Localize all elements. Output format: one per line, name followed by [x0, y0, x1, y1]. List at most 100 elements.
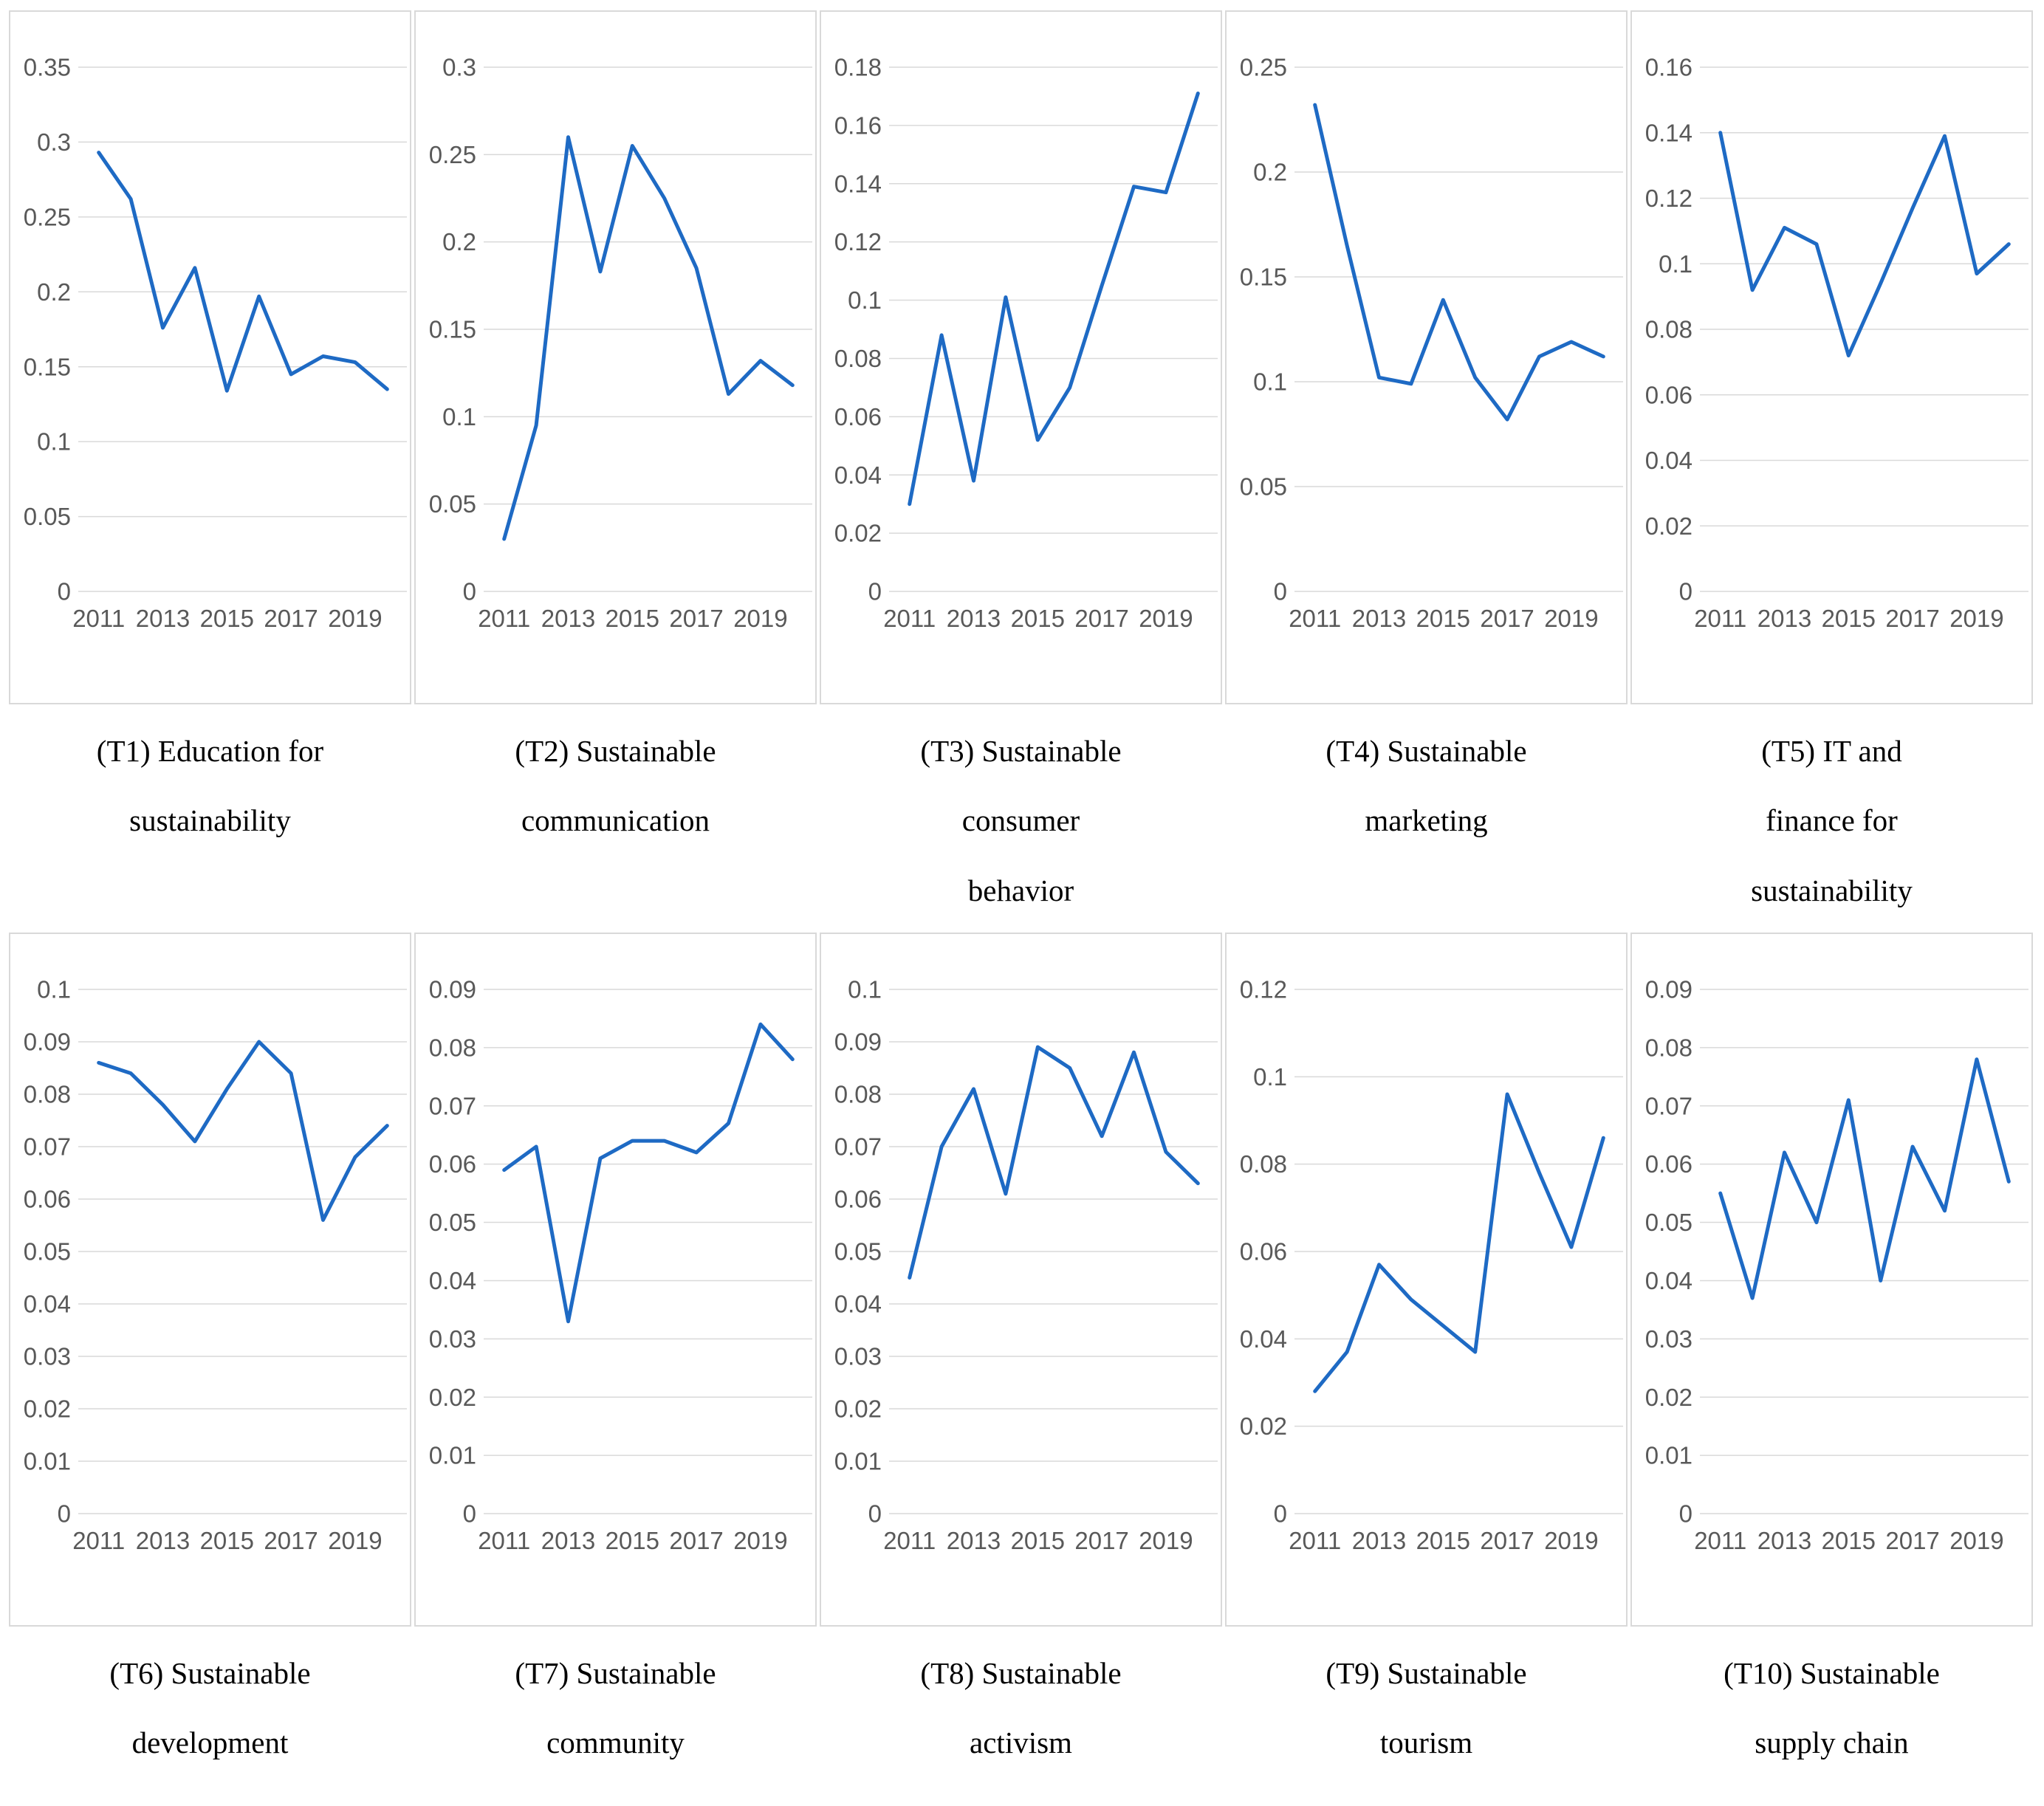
chart-box-T3: 0.18 0.16 0.14 0.12 0.1 0.08 0.06 0.04 0.02 0 2011… [820, 10, 1222, 704]
y-tick-label: 0.1 [37, 428, 71, 456]
chart-box-T7: 0.09 0.08 0.07 0.06 0.05 0.04 0.03 0.02 0.01 0 201… [414, 932, 817, 1627]
y-tick-label: 0.04 [1645, 1267, 1693, 1294]
y-axis-T5: 0.16 0.14 0.12 0.1 0.08 0.06 0.04 0.02 0 [1645, 54, 1693, 605]
y-tick-label: 0.35 [24, 54, 71, 81]
y-tick-label: 0.07 [1645, 1092, 1693, 1119]
chart-caption-T1: (T1) Education for sustainability [9, 716, 411, 856]
y-tick-label: 0.02 [429, 1384, 476, 1411]
x-tick-label: 2015 [1822, 1527, 1876, 1554]
y-tick-label: 0.05 [1645, 1209, 1693, 1236]
x-tick-label: 2017 [1074, 605, 1128, 632]
x-tick-label: 2011 [1694, 605, 1746, 632]
x-tick-label: 2013 [947, 1527, 1001, 1554]
chart-caption-line: (T1) Education for [96, 734, 324, 768]
y-axis-T6: 0.1 0.09 0.08 0.07 0.06 0.05 0.04 0.03 0.02 0.01 0 [24, 975, 71, 1527]
x-tick-label: 2013 [136, 605, 190, 632]
x-tick-label: 2013 [1352, 605, 1406, 632]
y-tick-label: 0 [463, 578, 476, 605]
chart-box-T2: 0.3 0.25 0.2 0.15 0.1 0.05 0 2011 2013 2015 2017 20… [414, 10, 817, 704]
chart-cell-T8: 0.1 0.09 0.08 0.07 0.06 0.05 0.04 0.03 0.02 0.01 0… [820, 932, 1222, 1778]
y-tick-label: 0 [868, 1500, 882, 1527]
chart-cell-T5: 0.16 0.14 0.12 0.1 0.08 0.06 0.04 0.02 0 2011 2013… [1630, 10, 2033, 925]
y-tick-label: 0.06 [1645, 381, 1693, 408]
y-tick-label: 0.25 [24, 203, 71, 230]
y-tick-label: 0 [1679, 1500, 1693, 1527]
y-tick-label: 0.09 [1645, 975, 1693, 1003]
x-tick-label: 2013 [1757, 605, 1811, 632]
y-tick-label: 0.12 [1645, 185, 1693, 212]
gridlines-T8 [889, 989, 1218, 1514]
chart-T3: 0.18 0.16 0.14 0.12 0.1 0.08 0.06 0.04 0.02 02011… [834, 54, 1218, 632]
y-tick-label: 0.03 [24, 1342, 71, 1370]
y-axis-T4: 0.25 0.2 0.15 0.1 0.05 0 [1240, 54, 1287, 605]
y-tick-label: 0.06 [1645, 1150, 1693, 1178]
chart-cell-T2: 0.3 0.25 0.2 0.15 0.1 0.05 0 2011 2013 2015 2017 20… [414, 10, 817, 925]
x-tick-label: 2015 [200, 605, 254, 632]
y-tick-label: 0.15 [24, 353, 71, 380]
x-tick-label: 2011 [478, 1527, 530, 1554]
chart-caption-line: sustainability [129, 803, 291, 838]
x-tick-label: 2015 [1822, 605, 1876, 632]
data-line-T8 [908, 1045, 1200, 1280]
x-tick-label: 2019 [733, 1527, 787, 1554]
chart-caption-line: community [546, 1726, 685, 1760]
chart-caption-T2: (T2) Sustainable communication [414, 716, 817, 856]
y-tick-label: 0.25 [429, 141, 476, 168]
chart-box-T5: 0.16 0.14 0.12 0.1 0.08 0.06 0.04 0.02 0 2011 2013… [1630, 10, 2033, 704]
x-tick-label: 2019 [1949, 605, 2003, 632]
data-line-T9 [1313, 1092, 1605, 1393]
chart-caption-line: marketing [1365, 803, 1488, 838]
x-axis-T2: 2011 2013 2015 2017 2019 [478, 605, 787, 632]
gridlines-T7 [484, 989, 812, 1514]
y-tick-label: 0.02 [834, 1395, 882, 1422]
chart-caption-line: (T3) Sustainable [920, 734, 1122, 768]
y-tick-label: 0.3 [442, 54, 476, 81]
chart-T6: 0.10.090.080.070.060.050.040.030.020.010… [24, 975, 407, 1554]
x-tick-label: 2013 [1352, 1527, 1406, 1554]
x-tick-label: 2013 [136, 1527, 190, 1554]
gridlines-T6 [78, 989, 407, 1514]
y-tick-label: 0.04 [24, 1290, 71, 1317]
y-tick-label: 0.01 [24, 1447, 71, 1474]
y-tick-label: 0.02 [834, 520, 882, 547]
data-line-T1 [97, 151, 389, 393]
y-tick-label: 0.05 [24, 503, 71, 530]
chart-caption-line: (T4) Sustainable [1325, 734, 1527, 768]
chart-caption-line: (T8) Sustainable [920, 1655, 1122, 1690]
chart-cell-T3: 0.18 0.16 0.14 0.12 0.1 0.08 0.06 0.04 0.02 0 2011… [820, 10, 1222, 925]
y-tick-label: 0.2 [1253, 159, 1287, 186]
data-line-T10 [1718, 1057, 2011, 1300]
y-tick-label: 0.04 [834, 1290, 882, 1317]
chart-cell-T4: 0.25 0.2 0.15 0.1 0.05 0 2011 2013 2015 2017 2019 (… [1225, 10, 1628, 925]
y-tick-label: 0.01 [429, 1442, 476, 1469]
data-line-T3 [908, 92, 1200, 507]
y-tick-label: 0.05 [1240, 473, 1287, 501]
y-tick-label: 0.08 [834, 1080, 882, 1108]
y-tick-label: 0.14 [834, 170, 882, 197]
y-tick-label: 0.09 [24, 1028, 71, 1055]
y-tick-label: 0.09 [834, 1028, 882, 1055]
y-tick-label: 0 [1274, 1500, 1287, 1527]
x-tick-label: 2011 [478, 605, 530, 632]
y-tick-label: 0.08 [24, 1080, 71, 1108]
x-tick-label: 2015 [1416, 605, 1470, 632]
gridlines-T9 [1294, 989, 1623, 1514]
y-tick-label: 0.07 [24, 1133, 71, 1160]
y-tick-label: 0.1 [1253, 368, 1287, 396]
x-tick-label: 2017 [1074, 1527, 1128, 1554]
x-tick-label: 2011 [883, 605, 936, 632]
y-tick-label: 0.02 [24, 1395, 71, 1422]
y-tick-label: 0.1 [37, 975, 71, 1003]
y-tick-label: 0.04 [1240, 1325, 1287, 1353]
chart-caption-T9: (T9) Sustainable tourism [1225, 1638, 1628, 1778]
y-tick-label: 0.07 [834, 1133, 882, 1160]
y-tick-label: 0.09 [429, 975, 476, 1003]
x-tick-label: 2015 [1011, 1527, 1065, 1554]
chart-box-T1: 0.35 0.3 0.25 0.2 0.15 0.1 0.05 0 2011 2013 2015 20… [9, 10, 411, 704]
y-tick-label: 0.01 [1645, 1442, 1693, 1469]
y-tick-label: 0.1 [848, 975, 882, 1003]
chart-caption-T10: (T10) Sustainable supply chain [1630, 1638, 2033, 1778]
y-tick-label: 0.08 [834, 345, 882, 372]
